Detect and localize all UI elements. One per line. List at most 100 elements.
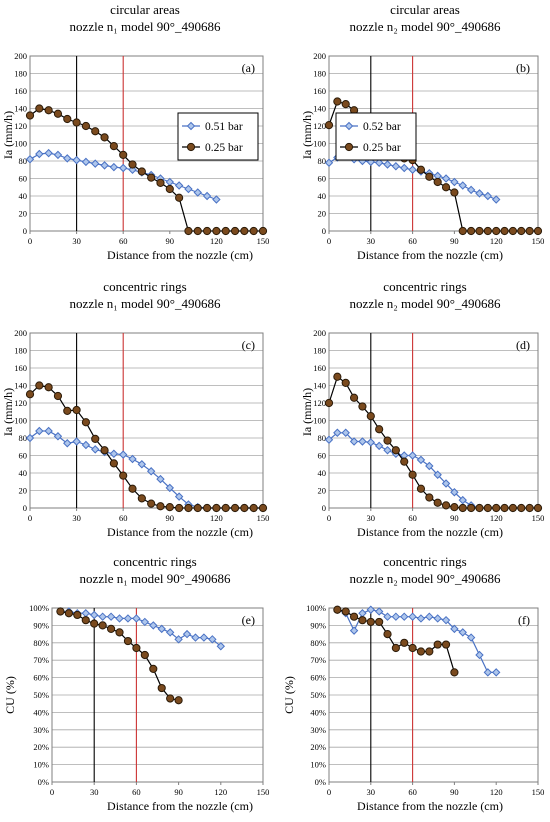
data-point-circle <box>221 226 230 236</box>
data-point-diamond <box>132 614 141 623</box>
y-tick-label: 200 <box>14 51 27 61</box>
y-tick-label: 80 <box>318 433 327 443</box>
y-tick-label: 10% <box>310 760 326 770</box>
y-tick-label: 60 <box>19 451 28 461</box>
data-point-diamond <box>146 467 156 476</box>
y-tick-label: 20% <box>33 742 49 752</box>
data-point-circle <box>258 226 268 236</box>
data-point-circle <box>333 372 342 381</box>
data-point-diamond <box>91 445 100 454</box>
chart-title: circular areas <box>110 2 180 17</box>
y-tick-label: 90% <box>33 620 49 630</box>
data-point-circle <box>230 503 240 513</box>
y-tick-label: 30% <box>33 725 49 735</box>
plot-area-frame <box>29 332 264 509</box>
data-point-circle <box>400 457 409 466</box>
data-point-circle <box>81 616 90 625</box>
y-tick-label: 60% <box>33 673 49 683</box>
x-tick-label: 150 <box>257 787 270 797</box>
chart-title: concentric rings <box>383 554 466 569</box>
data-point-circle <box>324 121 334 130</box>
x-tick-label: 90 <box>166 236 175 246</box>
data-point-diamond <box>374 441 384 451</box>
data-point-diamond <box>383 446 392 455</box>
data-point-diamond <box>72 437 81 446</box>
data-point-diamond <box>333 428 342 437</box>
data-point-circle <box>119 150 128 159</box>
data-point-circle <box>157 683 166 693</box>
data-point-diamond <box>212 195 221 204</box>
data-point-diamond <box>458 495 467 505</box>
data-point-circle <box>115 628 124 637</box>
data-point-diamond <box>408 451 417 460</box>
data-point-circle <box>109 459 118 468</box>
x-tick-label: 120 <box>490 236 503 246</box>
data-point-circle <box>202 503 212 513</box>
data-point-circle <box>165 503 174 512</box>
y-tick-label: 160 <box>14 363 27 373</box>
chart-panel-e: concentric rings nozzle n₁ model 90°_4906… <box>3 554 269 813</box>
legend-marker-circle <box>186 142 196 152</box>
data-point-diamond <box>475 650 484 660</box>
x-tick-label: 120 <box>490 787 503 797</box>
data-point-diamond <box>25 155 35 164</box>
data-point-diamond <box>458 628 467 637</box>
x-tick-label: 0 <box>28 513 32 523</box>
y-axis-label: Ia (mm/h) <box>1 111 15 159</box>
panel-label: (a) <box>242 61 255 75</box>
y-axis-label: Ia (mm/h) <box>1 388 15 436</box>
chart-subtitle: nozzle n₁ model 90°_490686 <box>70 296 221 311</box>
data-point-diamond <box>450 177 459 187</box>
x-tick-label: 60 <box>119 513 128 523</box>
data-point-diamond <box>491 668 501 677</box>
y-tick-label: 160 <box>313 86 326 96</box>
data-point-diamond <box>324 435 334 444</box>
data-point-circle <box>64 609 73 618</box>
y-tick-label: 20% <box>310 742 326 752</box>
x-tick-label: 150 <box>532 787 545 797</box>
data-point-circle <box>202 226 212 236</box>
data-point-diamond <box>358 437 367 446</box>
data-point-diamond <box>450 624 459 634</box>
data-point-circle <box>35 104 44 113</box>
data-point-circle <box>193 226 202 236</box>
data-point-circle <box>165 184 174 194</box>
data-point-circle <box>72 118 81 127</box>
y-tick-label: 80% <box>33 638 49 648</box>
x-tick-label: 120 <box>214 787 227 797</box>
data-point-diamond <box>89 610 99 620</box>
data-point-diamond <box>193 188 202 197</box>
data-point-circle <box>175 503 184 513</box>
data-point-circle <box>230 226 240 236</box>
y-tick-label: 100% <box>29 603 49 613</box>
data-point-circle <box>383 436 392 445</box>
y-tick-label: 160 <box>14 86 27 96</box>
y-tick-label: 40 <box>318 468 327 478</box>
x-axis-label: Distance from the nozzle (cm) <box>107 248 253 262</box>
data-point-circle <box>508 503 518 513</box>
data-point-circle <box>212 226 221 236</box>
x-tick-label: 30 <box>367 787 376 797</box>
data-point-diamond <box>466 185 476 195</box>
data-point-diamond <box>366 438 376 447</box>
chart-panel-d: concentric rings nozzle n₂ model 90°_4906… <box>300 279 544 539</box>
chart-title: concentric rings <box>113 554 196 569</box>
chart-subtitle: nozzle n₂ model 90°_490686 <box>350 19 501 34</box>
data-point-diamond <box>433 614 442 623</box>
x-tick-label: 0 <box>28 236 32 246</box>
data-point-diamond <box>35 426 44 436</box>
y-tick-label: 50% <box>33 690 49 700</box>
data-point-circle <box>358 616 367 625</box>
data-point-circle <box>156 502 165 511</box>
chart-subtitle: nozzle n₁ model 90°_490686 <box>80 571 231 586</box>
x-tick-label: 30 <box>72 236 81 246</box>
x-axis-label: Distance from the nozzle (cm) <box>107 525 253 539</box>
data-point-circle <box>90 619 99 628</box>
data-point-circle <box>53 109 63 118</box>
data-point-circle <box>492 503 501 513</box>
data-point-diamond <box>63 439 72 448</box>
y-tick-label: 200 <box>313 51 326 61</box>
data-point-circle <box>467 503 476 513</box>
chart-title: concentric rings <box>383 279 466 294</box>
data-point-diamond <box>118 450 128 459</box>
